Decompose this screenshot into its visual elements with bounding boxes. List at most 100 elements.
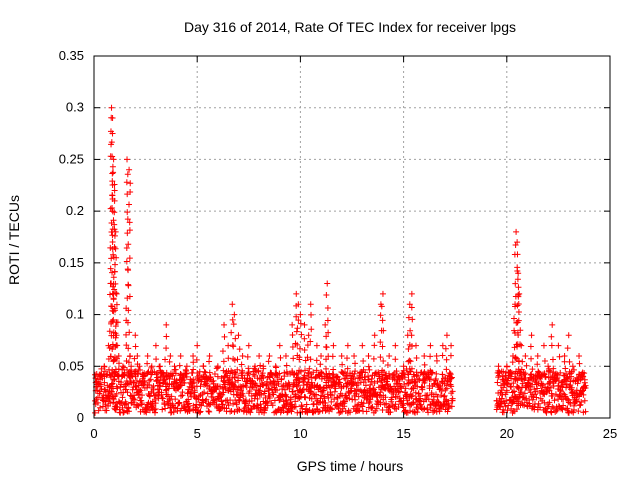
roti-point xyxy=(318,368,325,375)
roti-point xyxy=(448,383,455,390)
roti-point xyxy=(245,369,252,376)
roti-point xyxy=(339,369,346,376)
roti-point xyxy=(136,388,143,395)
y-tick-label: 0.2 xyxy=(66,203,84,218)
roti-point xyxy=(500,384,507,391)
roti-point xyxy=(244,353,251,360)
roti-point xyxy=(201,368,208,375)
y-tick-label: 0.15 xyxy=(59,255,84,270)
roti-point xyxy=(311,392,318,399)
roti-point xyxy=(365,400,372,407)
roti-point xyxy=(421,361,428,368)
roti-point xyxy=(344,355,351,362)
roti-point xyxy=(295,317,302,324)
roti-point xyxy=(107,265,114,272)
roti-point xyxy=(289,404,296,411)
roti-point xyxy=(196,409,203,416)
roti-point xyxy=(230,321,237,328)
roti-point xyxy=(328,392,335,399)
roti-point xyxy=(446,404,453,411)
roti-point xyxy=(560,402,567,409)
roti-point xyxy=(359,342,366,349)
roti-point xyxy=(556,393,563,400)
roti-point xyxy=(197,408,204,415)
roti-point xyxy=(194,342,201,349)
roti-point xyxy=(552,391,559,398)
roti-point xyxy=(107,400,114,407)
roti-point xyxy=(221,333,228,340)
roti-point xyxy=(548,342,555,349)
roti-point xyxy=(176,362,183,369)
roti-point xyxy=(378,303,385,310)
roti-point xyxy=(307,301,314,308)
roti-point xyxy=(93,371,100,378)
roti-point xyxy=(435,382,442,389)
roti-point xyxy=(518,366,525,373)
roti-point xyxy=(517,327,524,334)
roti-point xyxy=(280,407,287,414)
roti-point xyxy=(196,393,203,400)
roti-point xyxy=(516,385,523,392)
roti-point xyxy=(110,376,117,383)
roti-point xyxy=(97,404,104,411)
roti-point xyxy=(356,375,363,382)
roti-point xyxy=(405,314,412,321)
roti-point xyxy=(504,407,511,414)
roti-point xyxy=(219,401,226,408)
roti-point xyxy=(283,393,290,400)
roti-point xyxy=(111,286,118,293)
roti-point xyxy=(124,230,131,237)
roti-point xyxy=(181,380,188,387)
roti-point xyxy=(148,364,155,371)
roti-point xyxy=(379,290,386,297)
roti-point xyxy=(97,383,104,390)
roti-point xyxy=(183,367,190,374)
roti-point xyxy=(225,355,232,362)
roti-point xyxy=(381,401,388,408)
roti-point xyxy=(296,356,303,363)
roti-point xyxy=(522,370,529,377)
roti-point xyxy=(131,355,138,362)
roti-point xyxy=(425,396,432,403)
roti-point xyxy=(276,370,283,377)
roti-point xyxy=(441,392,448,399)
roti-point xyxy=(379,317,386,324)
roti-point xyxy=(514,239,521,246)
roti-point xyxy=(322,321,329,328)
roti-point xyxy=(299,387,306,394)
roti-point xyxy=(147,376,154,383)
roti-point xyxy=(108,255,115,262)
roti-point xyxy=(439,352,446,359)
roti-point xyxy=(360,400,367,407)
roti-point xyxy=(110,274,117,281)
roti-point xyxy=(100,397,107,404)
roti-point xyxy=(185,396,192,403)
roti-point xyxy=(110,357,117,364)
roti-point xyxy=(144,360,151,367)
roti-point xyxy=(430,396,437,403)
x-axis-label: GPS time / hours xyxy=(297,458,404,474)
roti-point xyxy=(366,366,373,373)
roti-point xyxy=(166,358,173,365)
roti-point xyxy=(570,406,577,413)
roti-point xyxy=(405,346,412,353)
roti-point xyxy=(113,254,120,261)
roti-point xyxy=(513,228,520,235)
roti-point xyxy=(110,156,117,163)
roti-point xyxy=(287,407,294,414)
roti-point xyxy=(283,368,290,375)
roti-point xyxy=(305,375,312,382)
roti-point xyxy=(392,342,399,349)
roti-point xyxy=(175,400,182,407)
roti-point xyxy=(135,366,142,373)
roti-point xyxy=(515,301,522,308)
y-tick-label: 0 xyxy=(77,410,84,425)
roti-point xyxy=(522,352,529,359)
roti-point xyxy=(151,409,158,416)
roti-point xyxy=(308,311,315,318)
roti-point xyxy=(523,362,530,369)
roti-point xyxy=(409,392,416,399)
roti-point xyxy=(510,380,517,387)
roti-point xyxy=(294,341,301,348)
grid xyxy=(94,56,610,418)
